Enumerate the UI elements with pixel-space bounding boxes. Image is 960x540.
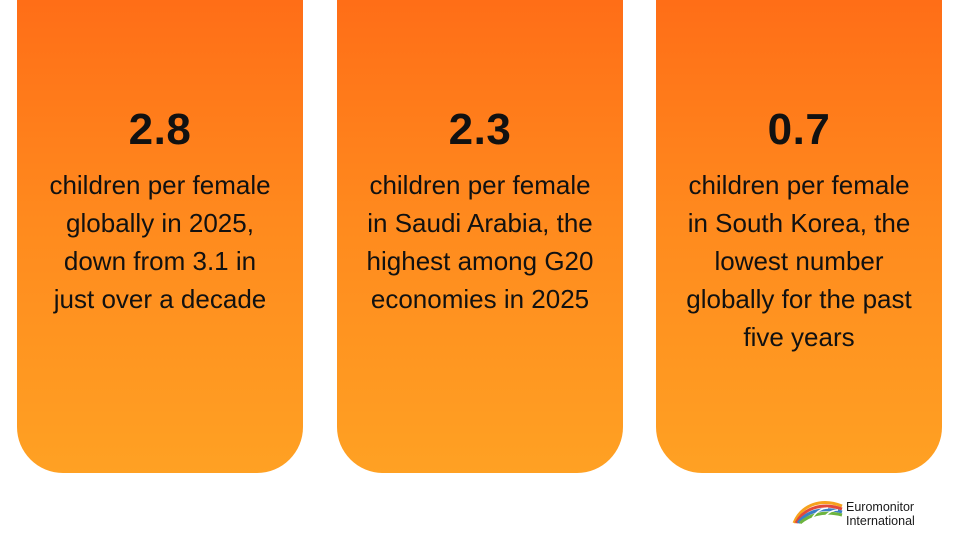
logo-line: International	[846, 514, 915, 528]
stat-description-line: children per female	[369, 170, 591, 200]
stat-description-line: in South Korea, the	[687, 208, 911, 238]
stat-description-line: lowest number	[714, 246, 884, 276]
stat-description-line: children per female	[49, 170, 271, 200]
stat-description: children per female globally in 2025, do…	[25, 166, 295, 318]
stat-description-line: down from 3.1 in	[63, 246, 257, 276]
rainbow-arc-logo-icon	[792, 501, 843, 525]
stat-value: 2.3	[448, 105, 512, 154]
euromonitor-logo: Euromonitor International	[792, 496, 942, 530]
logo-line: Euromonitor	[846, 500, 915, 514]
stat-value: 0.7	[767, 105, 831, 154]
stat-card-global: 2.8 children per female globally in 2025…	[17, 0, 303, 473]
stat-description-line: highest among G20	[366, 246, 594, 276]
logo-wordmark: Euromonitor International	[846, 500, 915, 528]
stat-description-line: globally for the past	[686, 284, 912, 314]
stat-description: children per female in South Korea, the …	[664, 166, 934, 356]
stat-description-line: economies in 2025	[370, 284, 590, 314]
stat-description-line: globally in 2025,	[66, 208, 254, 238]
stat-description-line: children per female	[688, 170, 910, 200]
stat-description-line: five years	[743, 322, 855, 352]
stat-description-line: in Saudi Arabia, the	[367, 208, 593, 238]
stat-card-saudi-arabia: 2.3 children per female in Saudi Arabia,…	[337, 0, 623, 473]
stat-card-south-korea: 0.7 children per female in South Korea, …	[656, 0, 942, 473]
stat-value: 2.8	[128, 105, 192, 154]
stat-description-line: just over a decade	[53, 284, 267, 314]
stat-description: children per female in Saudi Arabia, the…	[345, 166, 615, 318]
